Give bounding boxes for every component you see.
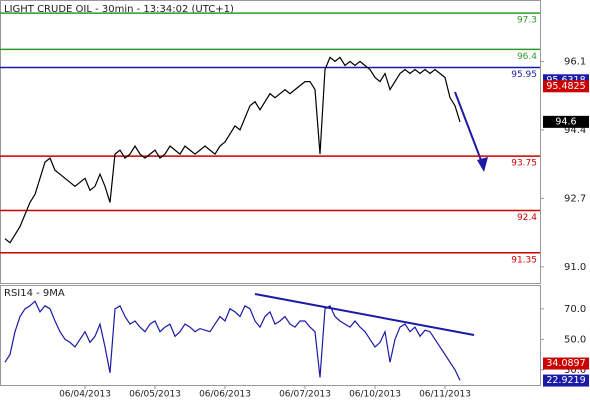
y-tick-label: 92.7 (564, 193, 586, 204)
x-tick-label: 06/05/2013 (129, 390, 181, 400)
value-box (543, 357, 589, 370)
value-box-label: 34.0897 (546, 358, 585, 369)
level-label: 97.3 (517, 16, 537, 26)
price-panel (0, 0, 541, 284)
rsi-title: RSI14 - 9MA (4, 288, 65, 299)
value-box-label: 95.4825 (546, 81, 585, 92)
x-tick-label: 06/11/2013 (419, 390, 471, 400)
rsi-panel (0, 285, 541, 386)
value-box-label: 94.6 (555, 116, 576, 127)
value-box (543, 80, 589, 93)
x-tick-label: 06/06/2013 (199, 390, 251, 400)
series-line (4, 300, 461, 381)
level-label: 93.75 (511, 159, 537, 169)
chart-title: LIGHT CRUDE OIL - 30min - 13:34:02 (UTC+… (4, 4, 234, 15)
y-tick-label: 30.0 (564, 365, 586, 376)
level-label: 96.4 (517, 52, 537, 62)
value-box-label: 95.6318 (546, 75, 585, 86)
series-line (4, 56, 461, 244)
value-box-label: 22.9219 (546, 375, 585, 386)
y-tick-label: 91.0 (564, 262, 586, 273)
arrow (454, 91, 485, 169)
arrow-head (477, 157, 488, 172)
y-tick-label: 50.0 (564, 334, 586, 345)
level-label: 92.4 (517, 213, 537, 223)
value-box (543, 115, 589, 128)
x-tick-label: 06/10/2013 (349, 390, 401, 400)
x-tick-label: 06/04/2013 (59, 390, 111, 400)
value-box (543, 374, 589, 387)
y-tick-label: 96.1 (564, 56, 586, 67)
level-label: 91.35 (511, 255, 537, 265)
y-tick-label: 94.4 (564, 125, 586, 136)
y-tick-label: 70.0 (564, 304, 586, 315)
trend-line (254, 293, 475, 336)
x-tick-label: 06/07/2013 (279, 390, 331, 400)
level-label: 95.95 (511, 70, 537, 80)
